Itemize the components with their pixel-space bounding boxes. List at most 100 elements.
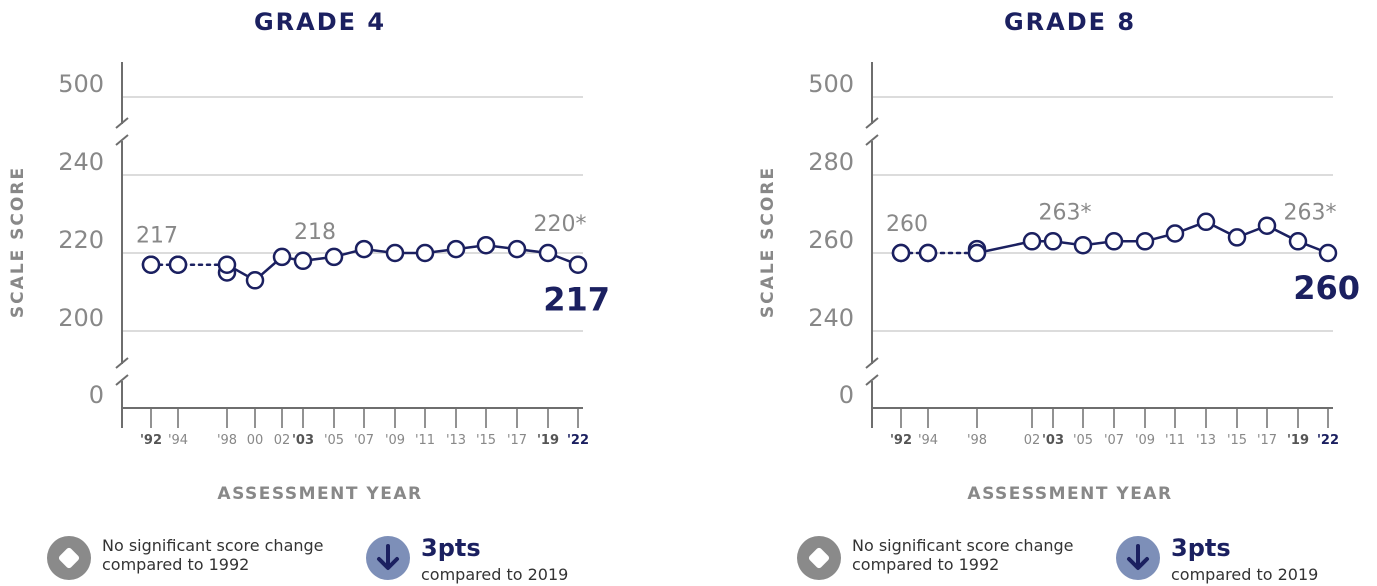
data-point: [507, 239, 527, 259]
data-point: [891, 243, 911, 263]
x-tick-label: '92: [140, 433, 162, 448]
no-change-legend-text: No significant score change compared to …: [852, 536, 1074, 574]
data-point: [141, 255, 161, 274]
x-tick-label: '98: [967, 433, 987, 448]
grade4-legend: No significant score change compared to …: [0, 533, 690, 586]
y-axis-title: SCALE SCORE: [758, 166, 778, 318]
data-point: [1135, 232, 1155, 251]
y-tick-label: 280: [808, 148, 854, 176]
x-tick-label: '13: [1196, 433, 1216, 448]
x-tick-label: '92: [890, 433, 912, 448]
x-tick-label: '03: [292, 433, 314, 448]
data-point: [1165, 224, 1185, 243]
x-tick-label: '03: [1042, 433, 1064, 448]
y-tick-label: 200: [58, 304, 104, 332]
x-axis-title: ASSESSMENT YEAR: [967, 484, 1172, 504]
data-point: [918, 243, 938, 263]
data-label: 263*: [1284, 200, 1337, 225]
x-axis-title: ASSESSMENT YEAR: [217, 484, 422, 504]
data-point: [217, 255, 237, 274]
x-tick-label: '13: [446, 433, 466, 448]
x-tick-label: '17: [1257, 433, 1277, 448]
x-tick-label: '05: [324, 433, 344, 448]
data-point: [1257, 216, 1277, 235]
y-tick-label: 220: [58, 226, 104, 254]
x-tick-label: 02: [274, 433, 291, 448]
data-point: [293, 251, 313, 271]
y-tick-label: 500: [808, 70, 854, 98]
x-tick-label: '09: [1135, 433, 1155, 448]
y-tick-label: 260: [808, 226, 854, 254]
data-label: 220*: [534, 212, 587, 237]
x-tick-label: '11: [415, 433, 435, 448]
data-label: 260: [886, 212, 928, 237]
axis-break-mark: [115, 117, 129, 129]
x-tick-label: '19: [537, 433, 559, 448]
change-value: 3pts: [421, 534, 481, 562]
y-axis-title: SCALE SCORE: [8, 166, 28, 318]
grade8-panel: GRADE 8 500 280 260 240 0 SCALE SCORE '92 '94 '98…: [750, 0, 1377, 586]
x-tick-label: '98: [217, 433, 237, 448]
data-point: [967, 243, 987, 263]
y-tick-label: 0: [839, 381, 854, 409]
axis-break-mark: [115, 357, 129, 369]
chart-title: GRADE 4: [254, 8, 386, 36]
x-tick-label: '05: [1073, 433, 1093, 448]
data-point: [1288, 232, 1308, 251]
data-point: [415, 243, 435, 263]
diamond-icon: [797, 536, 841, 580]
no-change-legend-text: No significant score change compared to …: [102, 536, 324, 574]
axis-break-mark: [865, 357, 879, 369]
x-tick-label: 00: [247, 433, 264, 448]
x-tick-label: '15: [1227, 433, 1247, 448]
axis-break-mark: [865, 134, 879, 146]
data-point: [1104, 232, 1124, 251]
data-point: [1196, 212, 1216, 232]
axis-break-mark: [115, 134, 129, 146]
data-point: [568, 255, 588, 274]
y-tick-label: 500: [58, 70, 104, 98]
diamond-icon: [47, 536, 91, 580]
x-tick-label: '17: [507, 433, 527, 448]
data-point: [1318, 243, 1338, 263]
data-point: [446, 239, 466, 259]
grade8-legend: No significant score change compared to …: [750, 533, 1377, 586]
x-tick-label: '94: [918, 433, 938, 448]
data-label-final: 217: [543, 281, 610, 319]
x-tick-label: '19: [1287, 433, 1309, 448]
y-tick-label: 240: [808, 304, 854, 332]
data-point: [1043, 232, 1063, 251]
data-point: [245, 271, 265, 290]
data-point: [354, 239, 374, 259]
data-label: 218: [294, 220, 336, 245]
data-label: 263*: [1039, 200, 1092, 225]
grade8-chart: GRADE 8 500 280 260 240 0 SCALE SCORE '92 '94 '98…: [758, 8, 1360, 504]
data-point: [324, 247, 344, 267]
data-label-final: 260: [1293, 269, 1360, 307]
data-point: [272, 247, 292, 267]
y-tick-label: 240: [58, 148, 104, 176]
axis-break-mark: [865, 374, 879, 386]
change-value: 3pts: [1171, 534, 1231, 562]
data-point: [1073, 235, 1093, 255]
y-tick-label: 0: [89, 381, 104, 409]
axis-break-mark: [865, 117, 879, 129]
x-tick-label: '07: [354, 433, 374, 448]
x-tick-label: 02: [1024, 433, 1041, 448]
data-point: [168, 255, 188, 274]
grade4-panel: GRADE 4 500 240 220 200 0 SCALE SCORE '92 '94 '98…: [0, 8, 690, 586]
down-arrow-icon: [366, 536, 410, 580]
data-point: [476, 235, 496, 255]
data-point: [385, 243, 405, 263]
down-arrow-icon: [1116, 536, 1160, 580]
x-tick-label: '07: [1104, 433, 1124, 448]
axis-break-mark: [115, 374, 129, 386]
data-label: 217: [136, 224, 178, 249]
chart-title: GRADE 8: [1004, 8, 1136, 36]
x-tick-label: '11: [1165, 433, 1185, 448]
change-text: compared to 2019: [421, 565, 569, 584]
grade4-chart: GRADE 4 500 240 220 200 0 SCALE SCORE '92 '94 '98…: [8, 8, 610, 504]
x-tick-label: '09: [385, 433, 405, 448]
x-tick-label: '15: [476, 433, 496, 448]
x-tick-label: '22: [567, 433, 589, 448]
